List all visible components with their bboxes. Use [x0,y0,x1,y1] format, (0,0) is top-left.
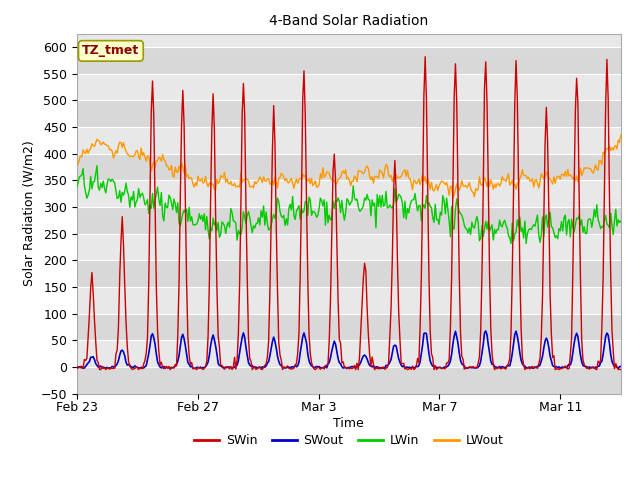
Bar [77,154,621,180]
Bar [77,180,621,207]
Bar [77,127,621,154]
Y-axis label: Solar Radiation (W/m2): Solar Radiation (W/m2) [22,141,35,287]
Bar [77,207,621,234]
Bar [77,100,621,127]
Text: TZ_tmet: TZ_tmet [82,44,140,58]
Bar [77,313,621,340]
Bar [77,287,621,313]
Bar [77,340,621,367]
Title: 4-Band Solar Radiation: 4-Band Solar Radiation [269,14,428,28]
X-axis label: Time: Time [333,417,364,430]
Bar [77,260,621,287]
Bar [77,234,621,260]
Bar [77,47,621,73]
Legend: SWin, SWout, LWin, LWout: SWin, SWout, LWin, LWout [189,429,508,452]
Bar [77,367,621,394]
Bar [77,73,621,100]
